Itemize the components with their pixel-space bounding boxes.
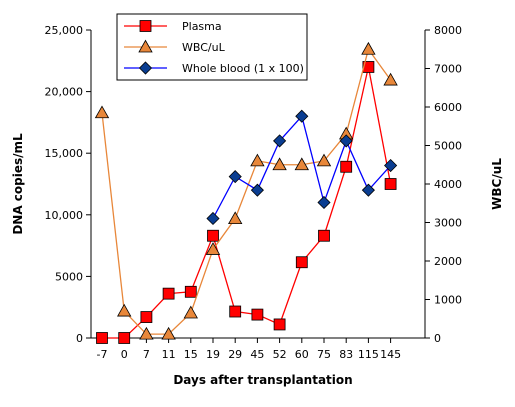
legend-item: Whole blood (1 x 100) xyxy=(124,61,304,75)
data-point xyxy=(294,157,309,171)
data-point xyxy=(139,326,154,340)
data-point xyxy=(205,242,221,255)
x-tick-label: 75 xyxy=(317,348,331,361)
y-tick-label: 20,000 xyxy=(45,86,84,99)
legend-label: Whole blood (1 x 100) xyxy=(182,62,304,75)
data-point xyxy=(273,134,287,148)
y2-tick-label: 6000 xyxy=(434,101,462,114)
data-point xyxy=(184,285,197,298)
x-tick-label: 83 xyxy=(339,348,353,361)
data-point xyxy=(251,308,264,321)
y2-tick-label: 8000 xyxy=(434,24,462,37)
series-0 xyxy=(96,61,397,344)
x-tick-label: 7 xyxy=(143,348,150,361)
y2-tick-label: 7000 xyxy=(434,63,462,76)
data-point xyxy=(206,211,220,226)
legend-marker xyxy=(138,39,153,53)
y-tick-label: 5000 xyxy=(55,270,83,283)
x-tick-label: 115 xyxy=(358,348,379,361)
data-point xyxy=(295,109,309,123)
data-point xyxy=(161,326,176,340)
y2-tick-label: 3000 xyxy=(434,217,462,230)
data-point xyxy=(272,157,287,171)
data-point xyxy=(229,305,242,318)
legend-marker xyxy=(138,61,153,75)
x-tick-label: -7 xyxy=(97,348,108,361)
y-tick-label: 10,000 xyxy=(45,209,84,222)
data-point xyxy=(117,303,132,317)
data-point xyxy=(250,183,264,197)
data-point xyxy=(118,332,131,344)
data-point xyxy=(94,105,110,119)
data-point xyxy=(317,195,331,210)
data-point xyxy=(362,61,375,73)
legend: Plasma WBC/uL Whole blood (1 x 100) xyxy=(116,13,308,81)
x-tick-label: 0 xyxy=(121,348,128,361)
data-point xyxy=(250,153,265,167)
data-point xyxy=(340,160,353,173)
axes-layer: 0 5000 10,000 15,000 20,000 25,000 0 1000 2000 30… xyxy=(45,24,463,361)
x-tick-label: 45 xyxy=(250,348,264,361)
y-axis-title: DNA copies/mL xyxy=(11,133,25,235)
x-tick-label: 60 xyxy=(295,348,309,361)
y2-axis-title: WBC/uL xyxy=(490,158,504,210)
data-point xyxy=(384,158,398,173)
data-point xyxy=(273,318,286,331)
data-point xyxy=(361,41,376,55)
y2-tick-label: 5000 xyxy=(434,140,462,153)
x-tick-label: 29 xyxy=(228,348,242,361)
y2-tick-label: 2000 xyxy=(434,255,462,268)
data-point xyxy=(96,332,108,344)
y2-tick-label: 0 xyxy=(434,332,441,345)
data-point xyxy=(316,153,332,167)
data-point xyxy=(295,256,308,269)
legend-label: Plasma xyxy=(182,20,222,33)
legend-item: WBC/uL xyxy=(124,39,226,54)
data-point xyxy=(361,183,375,197)
legend-label: WBC/uL xyxy=(182,41,226,54)
series-2 xyxy=(206,109,398,226)
data-point xyxy=(339,134,353,148)
data-point xyxy=(228,170,242,184)
x-tick-label: 11 xyxy=(162,348,176,361)
series-layer xyxy=(94,41,398,344)
data-point xyxy=(318,229,330,242)
y2-tick-label: 4000 xyxy=(434,178,462,191)
x-tick-label: 15 xyxy=(184,348,198,361)
x-tick-label: 145 xyxy=(380,348,401,361)
data-point xyxy=(207,229,219,242)
y-tick-label: 0 xyxy=(76,332,83,345)
y-tick-label: 25,000 xyxy=(45,24,84,37)
data-point xyxy=(162,287,175,300)
legend-marker xyxy=(139,20,152,32)
y-tick-label: 15,000 xyxy=(45,147,84,160)
legend-item: Plasma xyxy=(124,20,222,33)
x-tick-label: 19 xyxy=(206,348,220,361)
data-point xyxy=(228,211,243,225)
y2-tick-label: 1000 xyxy=(434,294,462,307)
data-point xyxy=(183,305,198,319)
x-tick-label: 52 xyxy=(273,348,287,361)
data-point xyxy=(384,178,397,190)
series-line xyxy=(101,47,392,335)
series-line xyxy=(102,66,392,339)
series-1 xyxy=(94,41,398,340)
data-point xyxy=(140,311,153,323)
x-axis-title: Days after transplantation xyxy=(173,373,352,387)
data-point xyxy=(383,72,398,86)
